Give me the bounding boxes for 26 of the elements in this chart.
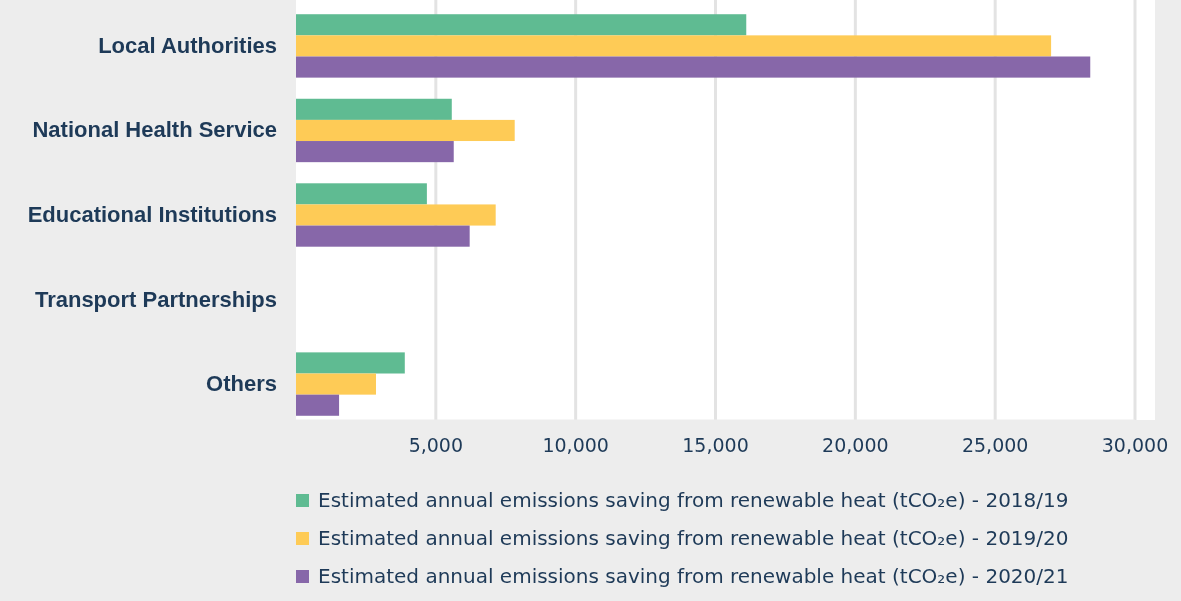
legend-label: Estimated annual emissions saving from renewable heat (tCO₂e) - 2018/19	[318, 488, 1069, 512]
bar	[296, 183, 427, 205]
x-tick-label: 10,000	[542, 434, 609, 456]
bar	[296, 225, 470, 247]
legend-label: Estimated annual emissions saving from renewable heat (tCO₂e) - 2020/21	[318, 564, 1069, 588]
y-tick-label: Local Authorities	[98, 32, 277, 58]
bar	[296, 373, 376, 395]
y-tick-label: National Health Service	[32, 117, 277, 143]
bar	[296, 56, 1091, 78]
y-tick-label: Others	[206, 371, 277, 397]
y-tick-label: Transport Partnerships	[34, 286, 277, 312]
x-tick-label: 20,000	[822, 434, 889, 456]
bar	[296, 394, 340, 416]
bar	[296, 119, 515, 142]
bar	[296, 98, 452, 120]
x-tick-label: 5,000	[408, 434, 464, 456]
bar	[296, 141, 454, 163]
x-tick-label: 30,000	[1101, 434, 1169, 456]
x-tick-label: 15,000	[682, 434, 749, 456]
bar	[296, 204, 496, 226]
bar	[296, 35, 1052, 57]
bar	[296, 14, 747, 36]
legend-label: Estimated annual emissions saving from renewable heat (tCO₂e) - 2019/20	[318, 526, 1069, 550]
y-tick-label: Educational Institutions	[27, 202, 277, 227]
x-tick-label: 25,000	[961, 434, 1029, 456]
bar	[296, 352, 405, 374]
